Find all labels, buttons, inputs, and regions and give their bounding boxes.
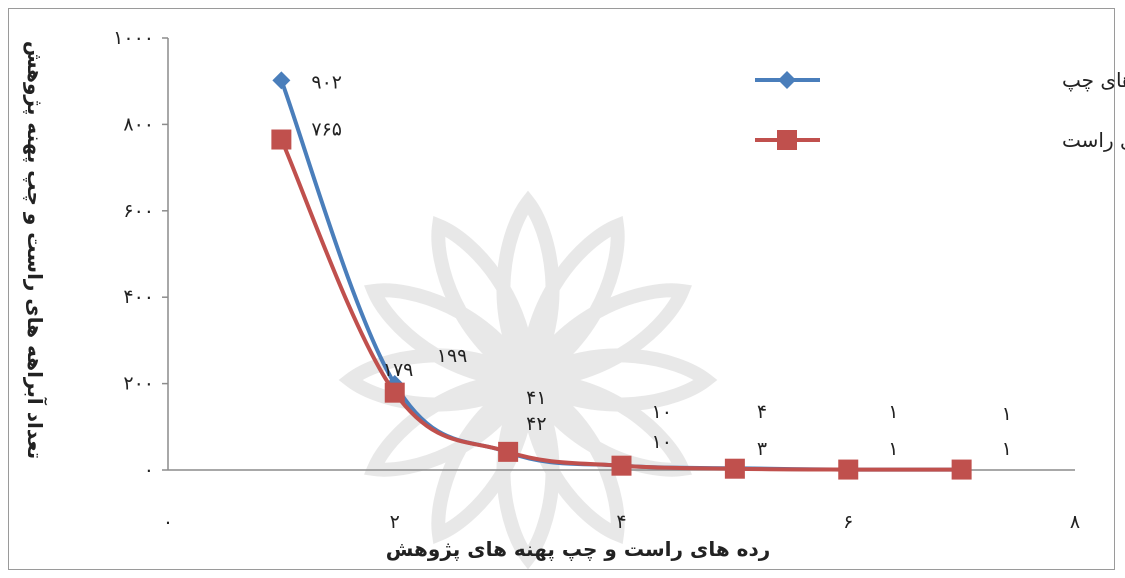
watermark-petal — [516, 283, 692, 388]
data-label: ۱۰ — [652, 431, 672, 453]
watermark-petal — [431, 216, 536, 392]
data-label: ۱۰ — [652, 401, 672, 423]
x-tick-label: ۸ — [1070, 511, 1080, 533]
data-label: ۱۹۹ — [437, 345, 468, 367]
series-point-square — [838, 459, 859, 480]
y-tick-label: ۶۰۰ — [123, 200, 154, 222]
watermark-petal — [338, 348, 542, 412]
y-axis-title: تعداد آبراهه های راست و چپ پهنه پژوهش — [22, 41, 48, 459]
series-point-square — [611, 455, 632, 476]
series-point-square — [384, 382, 405, 403]
data-label: ۷۶۵ — [311, 119, 342, 141]
data-label: ۴ — [757, 401, 767, 423]
x-tick-label: ۰ — [163, 511, 173, 533]
data-label: ۱ — [1002, 438, 1012, 460]
series-point-square — [498, 441, 519, 462]
watermark-petal — [520, 216, 625, 392]
data-label: ۱ — [1002, 403, 1012, 425]
data-label: ۴۲ — [526, 413, 546, 435]
series-point-square — [724, 458, 745, 479]
chart-frame — [8, 8, 1115, 570]
x-tick-label: ۶ — [843, 511, 853, 533]
x-tick-label: ۴ — [616, 511, 626, 533]
y-tick-label: ۴۰۰ — [123, 286, 154, 308]
data-label: ۱ — [888, 401, 898, 423]
y-tick-label: ۱۰۰۰ — [113, 27, 154, 49]
x-axis-title: رده های راست و چپ پهنه های پژوهش — [386, 537, 771, 562]
x-tick-label: ۲ — [390, 511, 400, 533]
y-tick-label: ۸۰۰ — [123, 113, 154, 135]
y-axis-ticks: ۰ ۲۰۰ ۴۰۰ ۶۰۰ ۸۰۰ ۱۰۰۰ — [113, 27, 168, 481]
watermark-center — [482, 334, 574, 426]
watermark-petal — [364, 372, 540, 477]
watermark-petal — [496, 190, 560, 394]
data-label: ۴۱ — [526, 387, 546, 409]
data-label: ۱۷۹ — [383, 359, 414, 381]
series-point-square — [271, 129, 292, 150]
legend-label-2: تعداد آبراهه های راست — [1062, 127, 1125, 152]
watermark-petal — [364, 283, 540, 388]
y-tick-label: ۰ — [144, 459, 154, 481]
watermark-petal — [514, 348, 718, 412]
legend-marker-square — [777, 130, 797, 150]
y-tick-label: ۲۰۰ — [123, 373, 154, 395]
series-group — [271, 71, 972, 480]
legend-marker-diamond — [778, 71, 796, 89]
series-point-square — [951, 459, 972, 480]
data-label: ۱ — [888, 438, 898, 460]
data-label: ۹۰۲ — [311, 71, 342, 93]
x-axis-ticks: ۰ ۲ ۴ ۶ ۸ — [163, 511, 1080, 533]
watermark-petal — [520, 368, 625, 544]
series-point-diamond — [272, 71, 291, 90]
data-label: ۳ — [757, 438, 767, 460]
